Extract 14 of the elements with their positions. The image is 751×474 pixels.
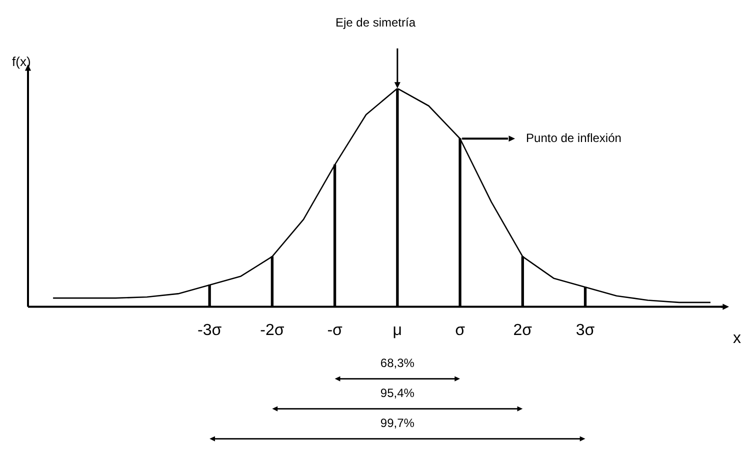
x-tick-label: 3σ — [576, 322, 595, 339]
x-tick-label: σ — [455, 322, 466, 339]
annotation: Punto de inflexión — [526, 130, 622, 145]
x-tick-label: -σ — [327, 322, 343, 339]
text: 99,7% — [380, 416, 415, 430]
x-axis-title: x — [733, 330, 741, 348]
x-tick-label: -2σ — [260, 322, 284, 339]
x-tick-label: μ — [392, 322, 402, 339]
y-axis-title: f(x) — [12, 54, 31, 69]
x-tick-label: -3σ — [198, 322, 222, 339]
x-tick-label: 2σ — [513, 322, 532, 339]
text: 68,3% — [380, 356, 415, 370]
text: 95,4% — [380, 386, 415, 400]
chart-title: Eje de simetría — [335, 16, 416, 30]
